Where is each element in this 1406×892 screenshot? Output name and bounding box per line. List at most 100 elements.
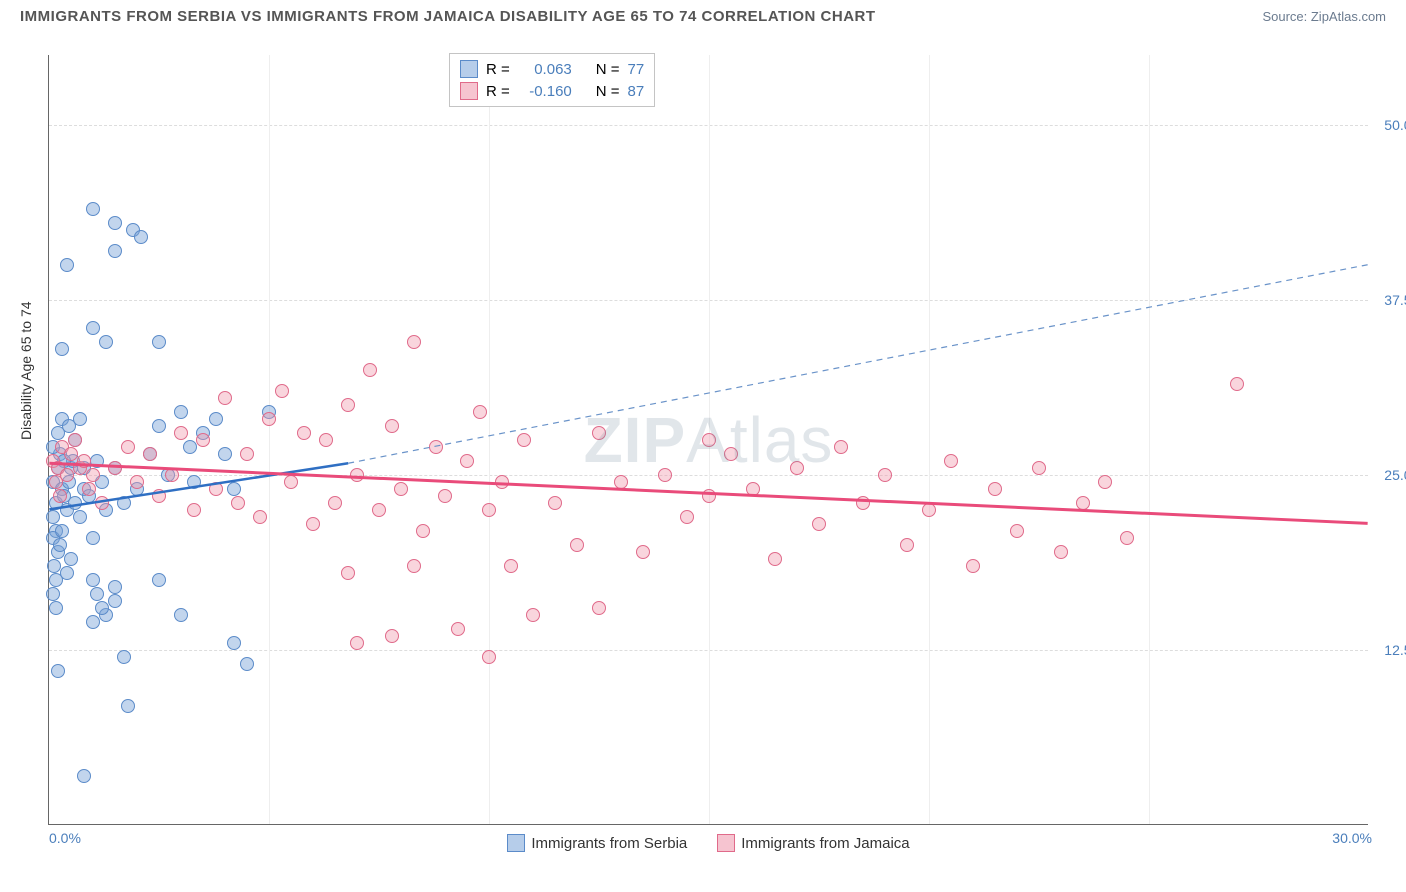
swatch-serbia [460,60,478,78]
data-point [966,559,980,573]
data-point [209,412,223,426]
data-point [1230,377,1244,391]
n-value-jamaica: 87 [628,83,645,100]
data-point [86,321,100,335]
data-point [143,447,157,461]
data-point [900,538,914,552]
data-point [768,552,782,566]
data-point [231,496,245,510]
data-point [460,454,474,468]
grid-line-v [929,55,930,824]
data-point [944,454,958,468]
data-point [152,419,166,433]
data-point [275,384,289,398]
data-point [680,510,694,524]
data-point [592,601,606,615]
chart-title: IMMIGRANTS FROM SERBIA VS IMMIGRANTS FRO… [20,8,876,25]
data-point [108,461,122,475]
data-point [86,573,100,587]
swatch-serbia-icon [507,834,525,852]
data-point [1098,475,1112,489]
data-point [592,426,606,440]
r-prefix: R = [486,83,510,100]
data-point [209,482,223,496]
data-point [702,433,716,447]
data-point [548,496,562,510]
data-point [174,608,188,622]
data-point [438,489,452,503]
data-point [51,664,65,678]
data-point [1032,461,1046,475]
legend-label-serbia: Immigrants from Serbia [531,835,687,852]
data-point [95,496,109,510]
r-value-serbia: 0.063 [518,61,572,78]
data-point [240,447,254,461]
data-point [1120,531,1134,545]
data-point [73,412,87,426]
data-point [372,503,386,517]
data-point [196,433,210,447]
data-point [526,608,540,622]
data-point [77,454,91,468]
data-point [416,524,430,538]
data-point [1010,524,1024,538]
data-point [429,440,443,454]
grid-line-v [489,55,490,824]
data-point [473,405,487,419]
data-point [117,650,131,664]
data-point [407,335,421,349]
data-point [988,482,1002,496]
data-point [86,531,100,545]
grid-line-v [269,55,270,824]
data-point [385,629,399,643]
data-point [152,573,166,587]
data-point [394,482,408,496]
data-point [341,566,355,580]
data-point [517,433,531,447]
legend-item-jamaica: Immigrants from Jamaica [717,834,909,852]
data-point [60,258,74,272]
data-point [174,405,188,419]
source-label: Source: ZipAtlas.com [1262,9,1386,24]
data-point [284,475,298,489]
legend-row-jamaica: R = -0.160 N = 87 [460,80,644,102]
data-point [504,559,518,573]
data-point [108,244,122,258]
data-point [407,559,421,573]
data-point [174,426,188,440]
data-point [702,489,716,503]
data-point [319,433,333,447]
data-point [878,468,892,482]
legend-item-serbia: Immigrants from Serbia [507,834,687,852]
data-point [227,482,241,496]
data-point [790,461,804,475]
data-point [99,335,113,349]
data-point [812,517,826,531]
data-point [227,636,241,650]
data-point [658,468,672,482]
data-point [86,615,100,629]
data-point [60,566,74,580]
r-value-jamaica: -0.160 [518,83,572,100]
data-point [121,699,135,713]
data-point [77,769,91,783]
data-point [240,657,254,671]
r-prefix: R = [486,61,510,78]
n-prefix: N = [596,61,620,78]
data-point [746,482,760,496]
data-point [922,503,936,517]
data-point [495,475,509,489]
data-point [183,440,197,454]
data-point [108,594,122,608]
data-point [68,433,82,447]
data-point [68,496,82,510]
data-point [482,650,496,664]
data-point [451,622,465,636]
data-point [218,391,232,405]
data-point [724,447,738,461]
data-point [328,496,342,510]
swatch-jamaica [460,82,478,100]
data-point [856,496,870,510]
data-point [297,426,311,440]
data-point [363,363,377,377]
